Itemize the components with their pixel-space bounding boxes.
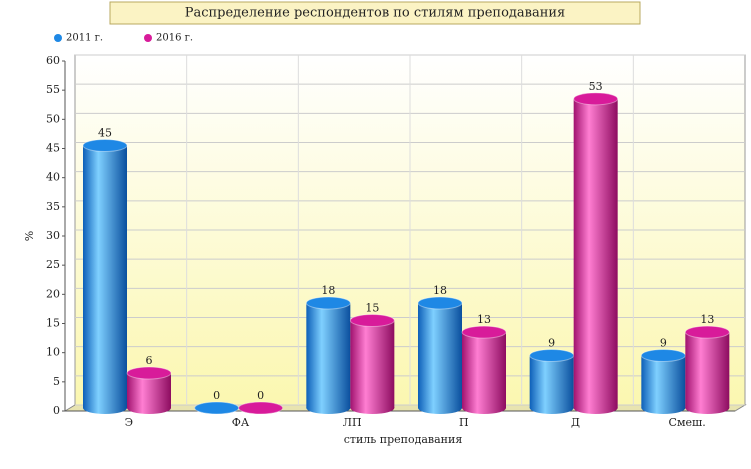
bar (461, 325, 507, 414)
bar-top (238, 401, 284, 415)
bar-top (349, 314, 395, 327)
legend-label: 2011 г. (66, 33, 103, 44)
bar (640, 349, 686, 414)
data-label: 6 (146, 354, 153, 367)
y-tick-label: 0 (53, 404, 60, 417)
x-tick-label: Э (125, 416, 133, 429)
x-tick-label: П (459, 416, 469, 429)
data-label: 13 (700, 313, 714, 326)
bar (126, 366, 172, 414)
x-tick-label: ФА (232, 416, 250, 429)
data-label: 18 (321, 284, 335, 297)
data-label: 9 (548, 337, 555, 350)
bar-top (82, 139, 128, 152)
legend-label: 2016 г. (156, 33, 193, 44)
title-box (109, 1, 641, 25)
legend-marker (54, 34, 62, 42)
bar-top (194, 401, 240, 415)
bar-top (461, 325, 507, 339)
data-label: 9 (660, 337, 667, 350)
y-tick-label: 60 (46, 54, 60, 67)
y-tick-label: 25 (46, 258, 60, 271)
bar (529, 349, 575, 414)
bar-top (529, 349, 575, 362)
x-axis-label: стиль преподавания (344, 433, 463, 446)
y-tick-label: 20 (46, 287, 60, 300)
bar-top (126, 366, 172, 380)
bar (238, 401, 284, 415)
x-tick-label: ЛП (343, 416, 362, 429)
bar-body (83, 145, 127, 408)
bar-top (573, 92, 619, 106)
bar (305, 296, 351, 414)
bar (82, 139, 128, 414)
chart-title: Распределение респондентов по стилям пре… (185, 6, 566, 21)
bar-body (418, 303, 462, 408)
data-label: 18 (433, 284, 447, 297)
bar-body (462, 332, 506, 408)
bar-body (350, 320, 395, 408)
y-tick-label: 55 (46, 83, 60, 96)
legend-marker (144, 34, 152, 42)
data-label: 0 (257, 389, 264, 402)
bar (684, 325, 730, 414)
data-label: 53 (589, 80, 603, 93)
bar-body (573, 98, 618, 408)
bar-top (417, 296, 463, 310)
x-tick-label: Смеш. (669, 416, 706, 429)
y-tick-label: 15 (46, 317, 60, 330)
y-tick-label: 5 (53, 375, 60, 388)
data-label: 0 (213, 389, 220, 402)
y-tick-label: 30 (46, 229, 60, 242)
bar-top (305, 296, 351, 310)
y-tick-label: 45 (46, 142, 60, 155)
bar (573, 92, 619, 414)
y-tick-label: 40 (46, 171, 60, 184)
x-tick-label: Д (571, 416, 580, 429)
data-label: 45 (98, 127, 112, 140)
y-tick-label: 35 (46, 200, 60, 213)
bar (417, 296, 463, 414)
data-label: 13 (477, 313, 491, 326)
bar (194, 401, 240, 415)
bar-body (529, 355, 574, 408)
y-tick-label: 50 (46, 112, 60, 125)
y-axis-label: % (23, 231, 36, 241)
bar-body (641, 355, 686, 408)
bar-top (684, 325, 730, 339)
bar-top (640, 349, 686, 362)
bar (349, 314, 395, 414)
data-label: 15 (365, 302, 379, 315)
bar-body (306, 303, 351, 408)
bar-body (685, 332, 730, 408)
y-tick-label: 10 (46, 346, 60, 359)
